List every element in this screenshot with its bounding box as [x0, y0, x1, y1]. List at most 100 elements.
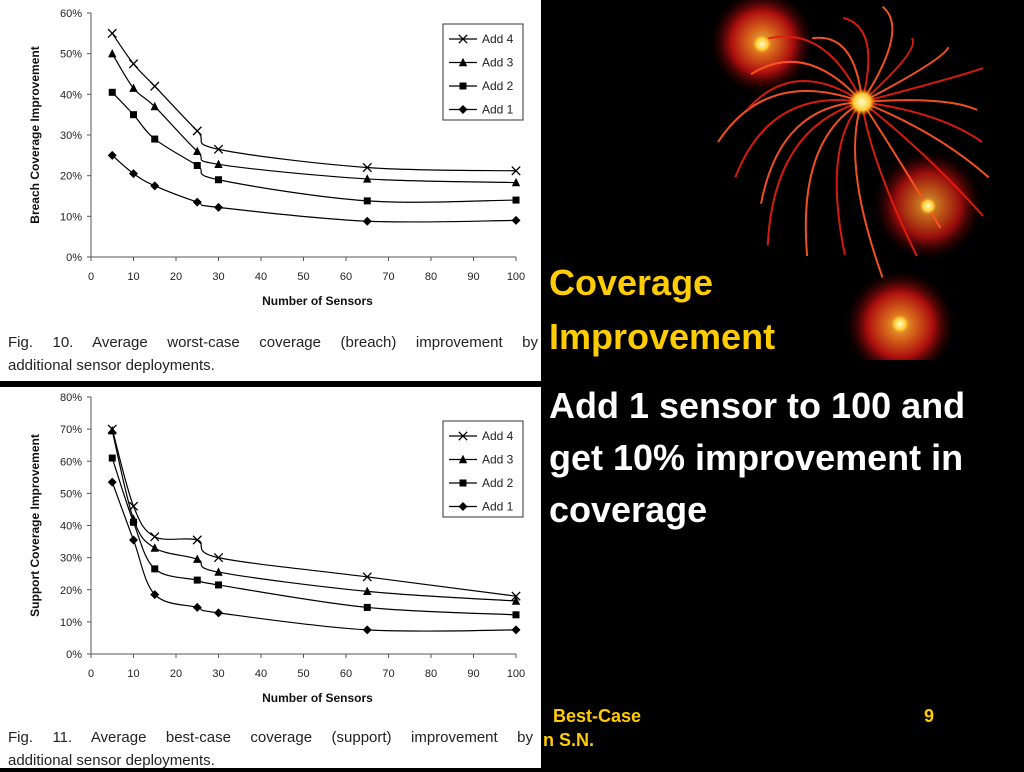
slide-body-text: Add 1 sensor to 100 and get 10% improvem…: [549, 385, 966, 530]
x-tick-label: 20: [170, 271, 182, 283]
data-point: [193, 554, 202, 563]
support-coverage-chart: 0% 10% 20% 30% 40% 50% 60% 70% 80% 0 10 20 30 40 50 60 7…: [28, 392, 525, 705]
series-line: [111, 154, 517, 223]
data-point: [213, 552, 224, 563]
data-point: [150, 543, 159, 552]
data-point: [150, 532, 160, 542]
firework-filament: [760, 101, 863, 204]
firework-filament: [766, 101, 863, 246]
firework-decoration: [710, 0, 990, 360]
y-tick-label: 40%: [60, 521, 82, 533]
y-tick-label: 30%: [60, 553, 82, 565]
data-point: [511, 215, 521, 225]
legend-marker: [458, 502, 468, 511]
data-point: [150, 101, 159, 111]
slide-title: Coverage Improvement: [549, 256, 775, 364]
data-point: [108, 454, 116, 462]
legend-label: Add 2: [482, 79, 514, 93]
footer-text: Best-Case: [553, 706, 642, 726]
caption-line: Fig. 11. Average best-case coverage (sup…: [8, 729, 533, 746]
firework-filament: [861, 101, 983, 143]
y-tick-label: 30%: [60, 130, 82, 142]
footer-text: n S.N.: [543, 730, 595, 750]
data-point: [151, 135, 159, 143]
firework-filament: [861, 99, 978, 111]
legend-label: Add 4: [482, 429, 514, 443]
x-axis-title: Number of Sensors: [262, 294, 373, 308]
x-tick-label: 50: [297, 668, 309, 680]
data-point: [129, 169, 138, 179]
data-point: [215, 176, 222, 184]
data-point: [214, 608, 223, 618]
data-point: [193, 576, 201, 584]
chart-legend: Add 4 Add 3 Add 2 Add 1: [442, 23, 524, 121]
breach-coverage-chart: 0% 10% 20% 30% 40% 50% 60% 0 10 20 30 40 50 60 70 80 90 1…: [28, 8, 525, 308]
chart-panel-support: 0% 10% 20% 30% 40% 50% 60% 70% 80% 0 10 20 30 40 50 60 7…: [0, 387, 541, 769]
legend-label: Add 3: [482, 56, 514, 70]
data-point: [107, 477, 117, 487]
legend-label: Add 2: [482, 476, 514, 490]
data-point: [362, 216, 372, 226]
data-point: [192, 602, 202, 612]
y-tick-label: 20%: [60, 171, 82, 183]
data-point: [363, 174, 372, 183]
x-tick-label: 0: [88, 271, 94, 283]
legend-label: Add 3: [482, 453, 514, 467]
data-point: [362, 625, 372, 635]
data-point: [108, 88, 116, 96]
y-tick-label: 70%: [60, 424, 82, 436]
firework-filament: [804, 101, 863, 257]
series-add-1: [107, 150, 521, 226]
firework-filament: [861, 5, 894, 103]
series-add-4: [107, 424, 521, 601]
series-line: [111, 481, 517, 632]
y-axis-title: Support Coverage Improvement: [28, 434, 42, 617]
x-tick-label: 90: [467, 668, 479, 680]
page-number: 9: [924, 706, 935, 726]
data-point: [362, 572, 372, 582]
y-axis-title: Breach Coverage Improvement: [28, 46, 42, 223]
x-tick-label: 10: [127, 271, 139, 283]
x-tick-label: 20: [170, 668, 182, 680]
firework-filament: [767, 35, 863, 103]
data-point: [193, 162, 201, 169]
y-tick-label: 60%: [60, 8, 82, 20]
data-point: [213, 144, 224, 154]
data-point: [150, 181, 160, 191]
caption-line: additional sensor deployments.: [8, 752, 215, 769]
data-point: [192, 126, 202, 136]
legend-marker: [459, 479, 467, 487]
y-tick-label: 10%: [60, 211, 82, 223]
data-point: [108, 48, 117, 58]
y-tick-label: 20%: [60, 585, 82, 597]
data-point: [129, 535, 138, 545]
y-tick-label: 0%: [66, 649, 82, 661]
data-point: [511, 166, 521, 176]
firework-filament: [861, 46, 950, 103]
chart-panel-breach: 0% 10% 20% 30% 40% 50% 60% 0 10 20 30 40 50 60 70 80 90 1…: [0, 0, 541, 381]
legend-marker: [458, 34, 468, 44]
data-point: [511, 591, 521, 601]
data-point: [362, 162, 372, 173]
series-add-2: [108, 454, 520, 619]
series-add-4: [107, 28, 521, 176]
y-tick-label: 80%: [60, 392, 82, 404]
legend-label: Add 1: [482, 500, 514, 514]
data-point: [108, 426, 117, 435]
x-tick-label: 90: [467, 271, 479, 283]
firework-filament: [861, 67, 984, 103]
data-point: [128, 59, 139, 69]
firework-filament: [835, 101, 863, 256]
legend-box: [442, 23, 524, 121]
x-tick-label: 70: [382, 271, 394, 283]
x-tick-label: 60: [340, 271, 352, 283]
slide-title-line: Coverage: [549, 262, 714, 303]
data-point: [214, 567, 223, 576]
data-point: [107, 28, 117, 38]
data-point: [192, 535, 202, 545]
y-tick-label: 0%: [66, 252, 82, 264]
caption-line: additional sensor deployments.: [8, 357, 215, 374]
data-point: [363, 603, 371, 611]
data-point: [363, 197, 371, 205]
y-tick-label: 60%: [60, 456, 82, 468]
